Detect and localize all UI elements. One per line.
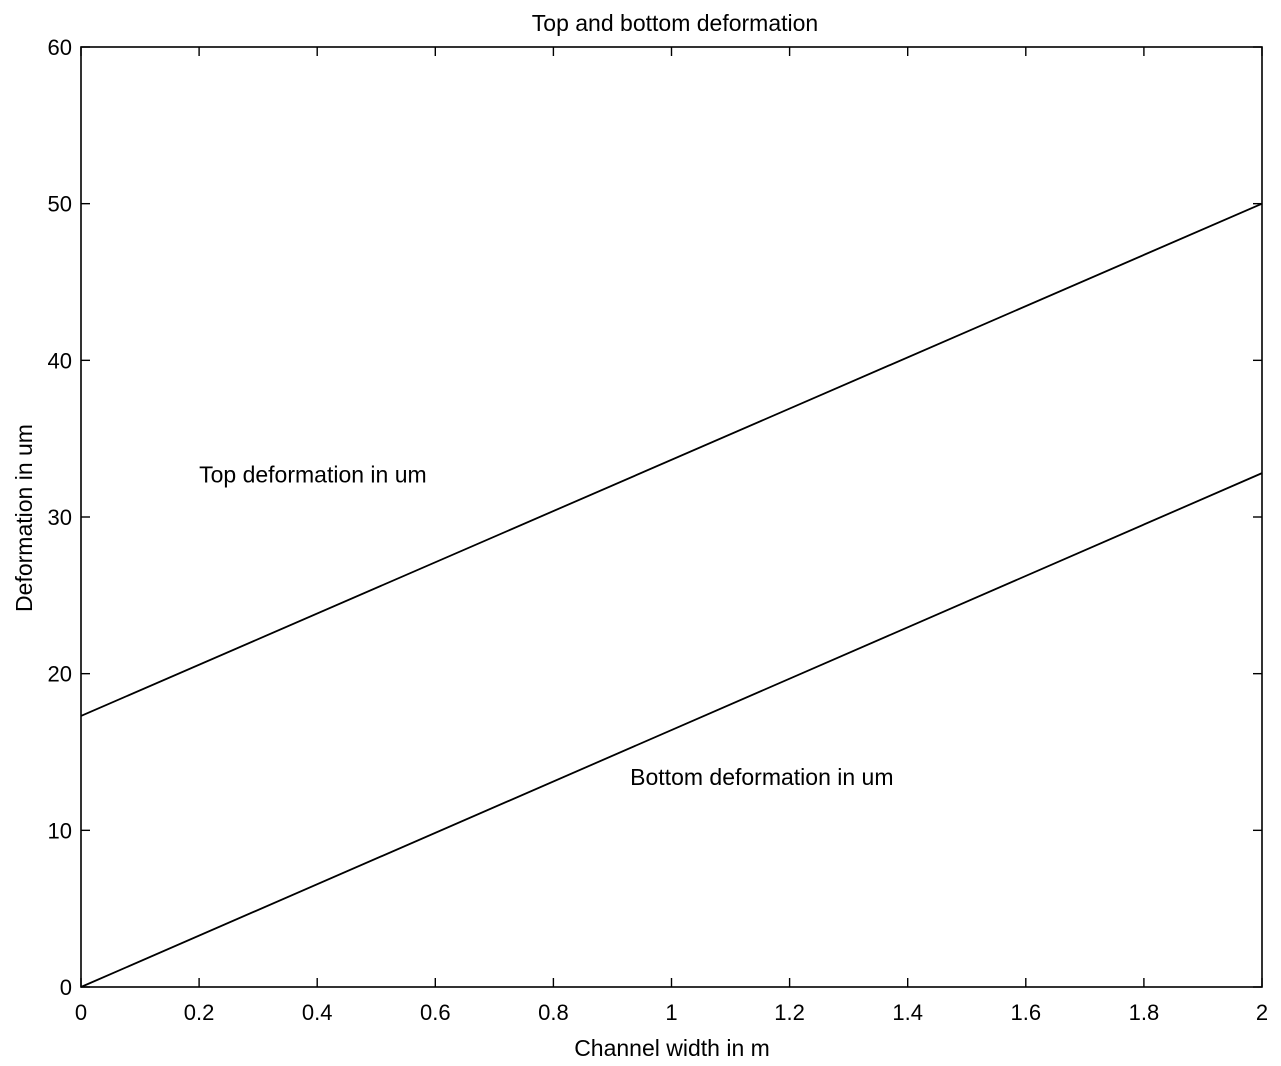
chart-title: Top and bottom deformation bbox=[532, 10, 818, 36]
x-tick-label: 1 bbox=[665, 1000, 677, 1025]
y-tick-label: 40 bbox=[48, 348, 72, 373]
x-tick-label: 1.4 bbox=[892, 1000, 923, 1025]
series-line-1 bbox=[80, 472, 1263, 988]
x-tick-label: 0.8 bbox=[538, 1000, 569, 1025]
x-tick-label: 0.6 bbox=[420, 1000, 451, 1025]
y-tick-label: 60 bbox=[48, 35, 72, 60]
y-tick-label: 0 bbox=[60, 975, 72, 1000]
x-axis-title: Channel width in m bbox=[574, 1035, 770, 1061]
y-tick-label: 20 bbox=[48, 662, 72, 687]
x-tick-label: 1.6 bbox=[1011, 1000, 1042, 1025]
x-tick-label: 0.4 bbox=[302, 1000, 333, 1025]
y-tick-labels: 0 10 20 30 40 50 60 bbox=[48, 35, 72, 1000]
series-line-0 bbox=[80, 202, 1263, 717]
annotations: Top deformation in um Bottom deformation … bbox=[199, 462, 893, 790]
x-tick-label: 1.2 bbox=[774, 1000, 805, 1025]
annotation-label: Top deformation in um bbox=[199, 462, 427, 488]
y-tick-label: 50 bbox=[48, 192, 72, 217]
x-tick-label: 0.2 bbox=[184, 1000, 215, 1025]
y-axis-title: Deformation in um bbox=[11, 424, 37, 612]
x-tick-label: 0 bbox=[75, 1000, 87, 1025]
y-tick-label: 10 bbox=[48, 818, 72, 843]
annotation-label: Bottom deformation in um bbox=[630, 764, 893, 790]
plot-area-frame bbox=[80, 46, 1263, 988]
x-tick-label: 1.8 bbox=[1129, 1000, 1160, 1025]
axis-ticks bbox=[80, 46, 1263, 988]
x-tick-labels: 0 0.2 0.4 0.6 0.8 1 1.2 1.4 1.6 1.8 2 bbox=[75, 1000, 1268, 1025]
x-tick-label: 2 bbox=[1256, 1000, 1268, 1025]
y-tick-label: 30 bbox=[48, 505, 72, 530]
series-lines bbox=[80, 202, 1263, 988]
